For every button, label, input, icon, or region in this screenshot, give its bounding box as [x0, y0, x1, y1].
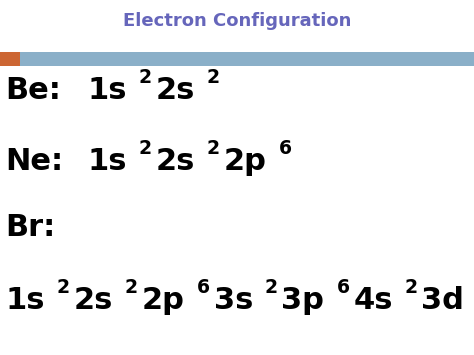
- Text: 2: 2: [139, 140, 152, 158]
- Text: 2: 2: [206, 69, 219, 87]
- Text: 2: 2: [264, 278, 277, 297]
- Text: 2: 2: [124, 278, 137, 297]
- Text: 2s: 2s: [155, 76, 195, 105]
- Text: 6: 6: [197, 278, 210, 297]
- Text: Ne:: Ne:: [6, 147, 64, 176]
- Text: 3d: 3d: [421, 286, 465, 315]
- Text: 2s: 2s: [73, 286, 113, 315]
- Text: 3p: 3p: [282, 286, 324, 315]
- Text: 2: 2: [404, 278, 418, 297]
- Text: 1s: 1s: [88, 147, 127, 176]
- Text: 2s: 2s: [155, 147, 195, 176]
- Bar: [20, 52, 474, 66]
- Text: 2p: 2p: [223, 147, 266, 176]
- Text: 2: 2: [206, 140, 219, 158]
- Text: 2: 2: [57, 278, 70, 297]
- Text: 3s: 3s: [214, 286, 253, 315]
- Text: 2p: 2p: [141, 286, 184, 315]
- Text: 1s: 1s: [6, 286, 45, 315]
- Text: Electron Configuration: Electron Configuration: [123, 12, 351, 31]
- Text: Be:: Be:: [6, 76, 62, 105]
- Text: 2: 2: [139, 69, 152, 87]
- Text: 4s: 4s: [354, 286, 393, 315]
- Text: 6: 6: [337, 278, 350, 297]
- Text: 1s: 1s: [88, 76, 127, 105]
- Text: 6: 6: [279, 140, 292, 158]
- Bar: [0, 52, 20, 66]
- Text: Br:: Br:: [6, 213, 56, 242]
